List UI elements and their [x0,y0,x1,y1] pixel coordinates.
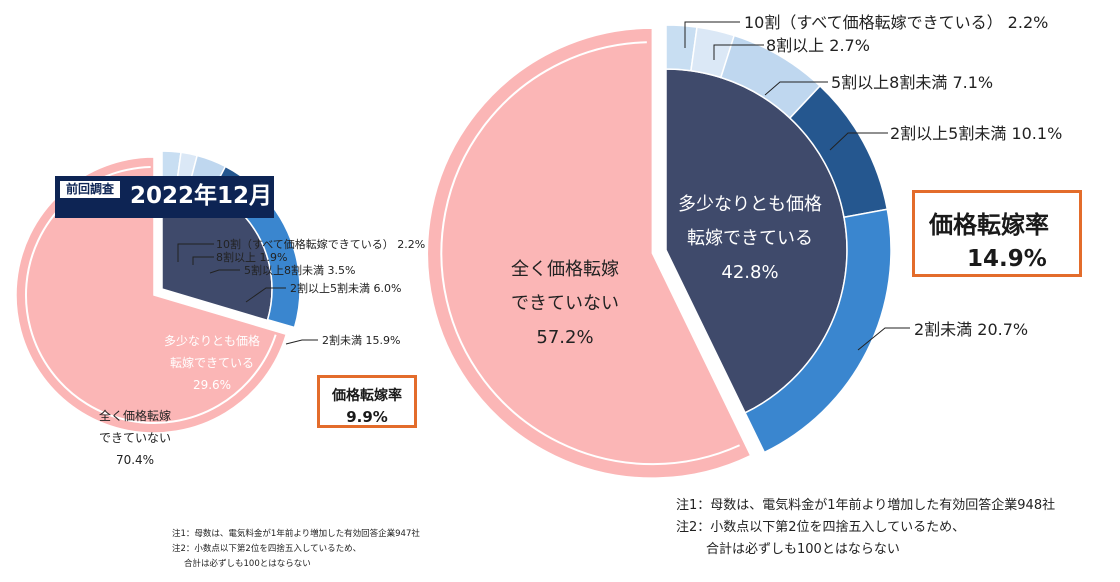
curr-slice-none-inner-ring [440,41,741,466]
current-note-1: 注1：母数は、電気料金が1年前より増加した有効回答企業948社 [676,498,1056,513]
prev-callout-4: 2割未満 15.9% [322,333,400,347]
curr-leader-2 [764,81,828,96]
curr-callout-1: 8割以上 2.7% [766,36,870,55]
curr-label-some-1: 転嫁できている [687,228,813,249]
previous-note-1: 注1：母数は、電気料金が1年前より増加した有効回答企業947社 [172,529,420,539]
curr-label-some-2: 42.8% [721,262,778,283]
prev-leader-0 [177,243,214,262]
current-notes: 注1：母数は、電気料金が1年前より増加した有効回答企業948社 注2：小数点以下… [676,495,1055,561]
previous-note-3: 合計は必ずしも100とはならない [184,559,311,569]
curr-leader-1 [713,44,764,60]
current-rate-label: 価格転嫁率 [929,211,1049,239]
curr-label-none-1: できていない [511,293,619,314]
curr-callout-3: 2割以上5割未満 10.1% [890,124,1062,143]
previous-rate-label: 価格転嫁率 [332,388,402,404]
prev-callout-2: 5割以上8割未満 3.5% [244,263,355,277]
curr-label-none-2: 57.2% [536,327,593,348]
current-note-2: 注2：小数点以下第2位を四捨五入しているため、 [676,520,966,535]
curr-leader-0 [684,21,740,48]
previous-notes: 注1：母数は、電気料金が1年前より増加した有効回答企業947社 注2：小数点以下… [172,527,420,572]
curr-callout-4: 2割未満 20.7% [914,320,1028,339]
prev-label-some-2: 29.6% [193,378,231,392]
curr-leader-3 [829,132,888,151]
prev-leader-2 [209,269,240,274]
prev-leader-3 [245,287,286,303]
current-note-3: 合計は必ずしも100とはならない [706,542,900,557]
prev-leader-4 [285,339,318,345]
curr-label-none-0: 全く価格転嫁 [511,259,619,280]
curr-label-some-0: 多少なりとも価格 [678,194,822,215]
prev-callout-3: 2割以上5割未満 6.0% [290,281,401,295]
prev-label-none-0: 全く価格転嫁 [99,408,171,423]
curr-breakdown-4 [744,208,892,454]
previous-rate-value: 9.9% [346,408,388,426]
prev-callout-1: 8割以上 1.9% [216,250,287,264]
current-rate-value: 14.9% [967,246,1047,272]
curr-leader-4 [857,327,910,351]
previous-survey-date: 2022年12月 [130,183,273,209]
curr-callout-2: 5割以上8割未満 7.1% [831,73,993,92]
previous-survey-tag: 前回調査 [60,181,120,198]
curr-slice-none [426,27,752,479]
current-rate-box: 価格転嫁率 14.9% [912,190,1082,277]
prev-label-none-2: 70.4% [116,453,154,467]
prev-label-none-1: できていない [99,431,171,445]
prev-breakdown-4 [243,197,301,329]
prev-callout-0: 10割（すべて価格転嫁できている） 2.2% [216,237,425,251]
prev-label-some-0: 多少なりとも価格 [164,333,260,348]
previous-rate-box: 価格転嫁率 9.9% [317,375,417,428]
prev-label-some-1: 転嫁できている [170,355,254,370]
curr-callout-0: 10割（すべて価格転嫁できている） 2.2% [744,13,1048,32]
previous-note-2: 注2：小数点以下第2位を四捨五入しているため、 [172,544,362,554]
prev-leader-1 [192,256,214,265]
